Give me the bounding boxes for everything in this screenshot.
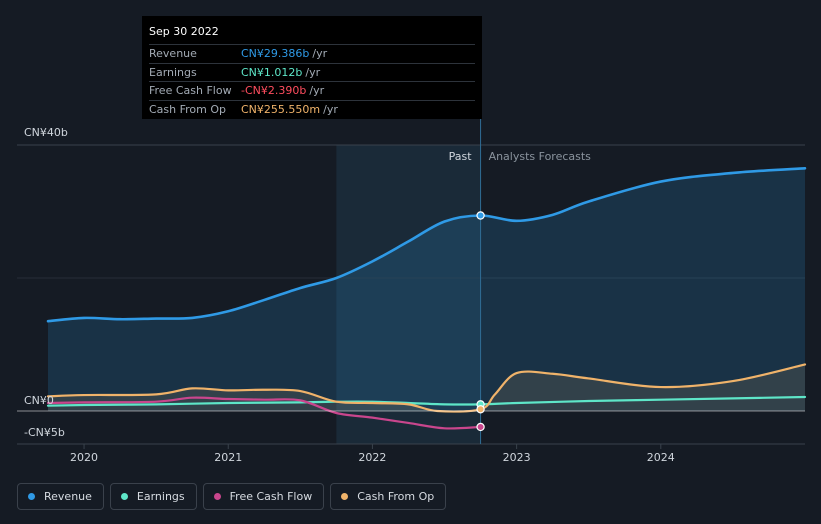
y-tick-label: CN¥0 — [24, 394, 54, 407]
legend-dot-icon — [213, 493, 221, 500]
highlight-dot-cash-from-op — [476, 405, 485, 414]
forecast-label: Analysts Forecasts — [489, 150, 592, 163]
past-label: Past — [449, 150, 473, 163]
legend-item-revenue[interactable]: Revenue — [17, 483, 104, 510]
tooltip-row-revenue: Revenue CN¥29.386b /yr — [149, 44, 475, 63]
series-line-earnings — [46, 395, 807, 407]
tooltip-value: -CN¥2.390b — [241, 84, 307, 98]
tooltip-label: Revenue — [149, 47, 197, 61]
legend-dot-icon — [28, 493, 35, 500]
tooltip-unit: /yr — [305, 65, 321, 79]
tooltip-unit: /yr — [323, 102, 338, 116]
legend-label: Free Cash Flow — [229, 490, 313, 503]
tooltip-value: CN¥255.550m — [241, 102, 321, 116]
tooltip-label: Earnings — [149, 65, 197, 79]
legend-item-free-cash-flow[interactable]: Free Cash Flow — [202, 483, 325, 510]
x-tick-label: 2023 — [503, 451, 531, 464]
tooltip-value: CN¥29.386b — [241, 47, 310, 61]
legend-label: Cash From Op — [357, 490, 435, 503]
legend-item-cash-from-op[interactable]: Cash From Op — [330, 483, 447, 510]
tooltip-date: Sep 30 2022 — [149, 25, 219, 38]
tooltip-value: CN¥1.012b — [241, 65, 303, 79]
legend-item-earnings[interactable]: Earnings — [109, 483, 197, 510]
legend: Revenue Earnings Free Cash Flow Cash Fro… — [17, 483, 447, 510]
tooltip-label: Cash From Op — [149, 102, 227, 116]
tooltip-row-earnings: Earnings CN¥1.012b /yr — [149, 62, 475, 82]
x-tick-label: 2024 — [647, 451, 675, 464]
tooltip-row-cash-from-op: Cash From Op CN¥255.550m /yr — [149, 99, 475, 119]
tooltip-unit: /yr — [312, 47, 328, 61]
series-line-cash-from-op — [46, 363, 807, 413]
legend-dot-icon — [120, 493, 128, 500]
past-region — [336, 145, 481, 444]
x-tick-label: 2021 — [214, 451, 242, 464]
highlight-dot-revenue — [476, 211, 485, 220]
legend-dot-icon — [341, 493, 349, 500]
legend-label: Revenue — [44, 490, 92, 503]
legend-label: Earnings — [136, 490, 185, 503]
y-tick-label: -CN¥5b — [24, 426, 65, 439]
tooltip-label: Free Cash Flow — [149, 84, 232, 98]
series-area-revenue — [48, 168, 805, 411]
x-tick-label: 2022 — [358, 451, 386, 464]
series-line-revenue — [46, 166, 807, 323]
x-tick-label: 2020 — [70, 451, 98, 464]
tooltip-unit: /yr — [309, 84, 325, 98]
tooltip-row-free-cash-flow: Free Cash Flow -CN¥2.390b /yr — [149, 81, 475, 100]
y-tick-label: CN¥40b — [24, 126, 68, 139]
highlight-dot-free-cash-flow — [476, 422, 485, 432]
tooltip: Sep 30 2022 Revenue CN¥29.386b /yr Earni… — [142, 16, 482, 119]
series-line-free-cash-flow — [46, 396, 482, 430]
